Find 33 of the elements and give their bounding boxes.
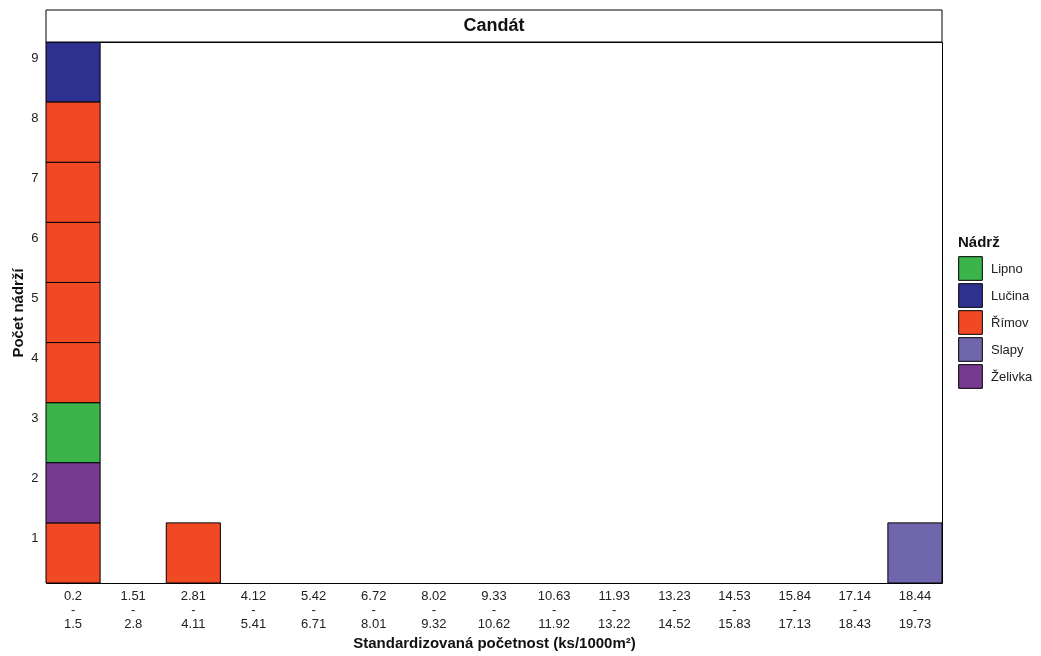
x-tick-label: 10.63 - 11.92 [537,587,571,631]
y-tick-label: 1 [31,530,39,546]
x-tick-label: 0.2 - 1.5 [64,587,83,631]
x-tick-label: 1.51 - 2.8 [120,587,146,631]
x-tick-label: 11.93 - 13.22 [597,587,631,631]
chart-title: Candát [463,15,525,35]
y-tick-label: 6 [31,229,39,245]
y-tick-label: 2 [31,470,39,486]
legend-label: Lučina [991,287,1031,303]
x-tick-label: 15.84 - 17.13 [778,587,811,631]
legend-title: Nádrž [958,233,1000,250]
x-tick-label: 4.12 - 5.41 [240,587,267,631]
x-tick-label: 17.14 - 18.43 [838,587,872,631]
y-axis-title: Počet nádrží [9,267,27,358]
y-tick-label: 4 [31,350,39,366]
x-tick-label: 18.44 - 19.73 [898,587,932,631]
legend-label: Želivka [991,368,1033,384]
x-tick-label: 8.02 - 9.32 [421,587,447,631]
y-tick-label: 3 [31,410,39,426]
legend-label: Lipno [991,260,1023,276]
x-tick-label: 13.23 - 14.52 [658,587,691,631]
x-axis-title: Standardizovaná početnost (ks/1000m²) [353,633,636,651]
x-tick-label: 9.33 - 10.62 [477,587,511,631]
y-tick-label: 8 [31,109,39,125]
x-tick-label: 5.42 - 6.71 [300,587,327,631]
x-tick-label: 14.53 - 15.83 [718,587,751,631]
legend-label: Římov [991,314,1030,330]
x-tick-label: 2.81 - 4.11 [180,587,206,631]
y-tick-label: 5 [31,289,39,305]
y-tick-label: 7 [31,169,39,185]
legend-label: Slapy [991,341,1025,357]
y-tick-label: 9 [31,49,39,65]
x-tick-label: 6.72 - 8.01 [361,587,387,631]
